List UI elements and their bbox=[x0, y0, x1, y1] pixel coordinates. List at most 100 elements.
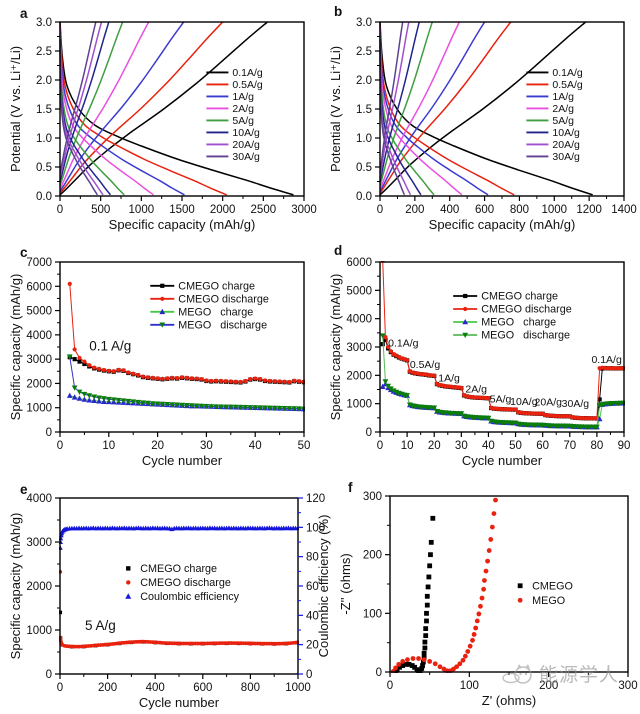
curve-2A/g-charge bbox=[59, 21, 150, 190]
annotation: 20A/g bbox=[535, 396, 563, 408]
legend: CMEGO MEGO bbox=[517, 580, 573, 607]
svg-text:10: 10 bbox=[102, 440, 115, 452]
svg-text:2.0: 2.0 bbox=[36, 75, 52, 87]
legend-label: CMEGO discharge bbox=[140, 577, 231, 589]
legend-label: 0.5A/g bbox=[232, 79, 263, 91]
svg-text:0: 0 bbox=[366, 427, 372, 439]
legend-label: 1A/g bbox=[232, 91, 254, 103]
series-cmego bbox=[393, 515, 436, 673]
svg-text:1.0: 1.0 bbox=[36, 133, 52, 145]
annotation: 0.1 A/g bbox=[89, 339, 131, 354]
curve-20A/g-charge bbox=[379, 21, 410, 178]
legend-label: 30A/g bbox=[232, 151, 260, 163]
svg-text:30: 30 bbox=[200, 440, 213, 452]
svg-text:2.5: 2.5 bbox=[356, 46, 372, 58]
y-axis-label: Specific capacity (mAh/g) bbox=[8, 513, 23, 660]
curve-1A/g-charge bbox=[59, 21, 185, 192]
curve-20A/g-charge bbox=[59, 21, 103, 178]
plot-area-e bbox=[59, 525, 299, 649]
svg-text:200: 200 bbox=[539, 680, 558, 692]
svg-text:1.5: 1.5 bbox=[36, 104, 52, 116]
curve-5A/g-charge bbox=[379, 21, 434, 186]
svg-text:30: 30 bbox=[455, 440, 468, 452]
svg-text:40: 40 bbox=[306, 610, 319, 622]
svg-text:3000: 3000 bbox=[26, 537, 52, 549]
svg-text:0: 0 bbox=[387, 680, 393, 692]
annotation: 2A/g bbox=[465, 384, 487, 396]
legend-label: MEGO bbox=[532, 595, 565, 607]
svg-text:80: 80 bbox=[590, 440, 603, 452]
panel-f: 0 100 200 300 0 100 200 300 Z' (ohms) -Z'' (ohms)… bbox=[334, 478, 638, 714]
curve-5A/g-charge bbox=[59, 21, 124, 186]
svg-text:0.0: 0.0 bbox=[356, 191, 372, 203]
svg-text:50: 50 bbox=[509, 440, 522, 452]
svg-text:2000: 2000 bbox=[26, 378, 52, 390]
curve-30A/g-charge bbox=[59, 21, 97, 173]
legend-label: 2A/g bbox=[552, 103, 574, 115]
svg-text:10: 10 bbox=[401, 440, 414, 452]
chart-b: 0 200 400 600 800 1000 1200 1400 0.0 0.5 1.0 1.5 2.0… bbox=[328, 4, 637, 232]
curve-10A/g-charge bbox=[379, 21, 420, 182]
annotation: 0.1A/g bbox=[388, 337, 419, 349]
svg-text:0.0: 0.0 bbox=[36, 191, 52, 203]
svg-text:40: 40 bbox=[482, 440, 495, 452]
annotation: 1A/g bbox=[438, 373, 460, 385]
legend-label: 1A/g bbox=[552, 91, 574, 103]
series-cmego-discharge bbox=[59, 570, 299, 649]
svg-text:200: 200 bbox=[405, 204, 424, 216]
svg-text:2.0: 2.0 bbox=[356, 75, 372, 87]
legend-label: 5A/g bbox=[232, 115, 254, 127]
svg-text:0: 0 bbox=[57, 440, 63, 452]
svg-text:3000: 3000 bbox=[346, 342, 372, 354]
legend-label: 2A/g bbox=[232, 103, 254, 115]
svg-text:400: 400 bbox=[146, 682, 165, 694]
svg-text:3000: 3000 bbox=[26, 354, 52, 366]
svg-text:1000: 1000 bbox=[129, 204, 155, 216]
curve-1A/g-discharge bbox=[379, 24, 489, 196]
curve-30A/g-charge bbox=[379, 21, 404, 173]
svg-text:100: 100 bbox=[460, 680, 479, 692]
panel-letter: e bbox=[20, 482, 28, 497]
svg-text:5000: 5000 bbox=[26, 306, 52, 318]
svg-text:2000: 2000 bbox=[210, 204, 236, 216]
annotation: 5A/g bbox=[490, 394, 512, 406]
svg-text:3000: 3000 bbox=[291, 204, 317, 216]
legend-label: MEGO charge bbox=[481, 317, 556, 329]
curve-2A/g-charge bbox=[379, 21, 460, 190]
x-axis-label: Cycle number bbox=[139, 695, 220, 710]
svg-text:0: 0 bbox=[57, 204, 63, 216]
series-mego bbox=[390, 497, 498, 673]
x-axis-label: Specific capacity (mAh/g) bbox=[109, 217, 256, 232]
svg-text:1.0: 1.0 bbox=[356, 133, 372, 145]
svg-text:4000: 4000 bbox=[26, 330, 52, 342]
legend-label: CMEGO bbox=[532, 580, 573, 592]
curve-10A/g-charge bbox=[59, 21, 110, 182]
svg-text:100: 100 bbox=[306, 522, 325, 534]
svg-text:300: 300 bbox=[618, 680, 637, 692]
chart-c: 0 10 20 30 40 50 0 1000 2000 3000 4000 5000 6000 7000… bbox=[8, 245, 310, 468]
plot-frame bbox=[379, 21, 625, 197]
panel-letter: f bbox=[348, 480, 353, 495]
svg-text:20: 20 bbox=[151, 440, 164, 452]
svg-text:2.5: 2.5 bbox=[36, 46, 52, 58]
svg-text:90: 90 bbox=[618, 440, 631, 452]
svg-text:0: 0 bbox=[46, 669, 52, 681]
curve-0.5A/g-charge bbox=[379, 21, 512, 194]
svg-text:60: 60 bbox=[536, 440, 549, 452]
y-axis-label: Specific capacity (mAh/g) bbox=[8, 274, 23, 421]
legend-label: MEGO charge bbox=[178, 306, 253, 318]
svg-text:4000: 4000 bbox=[346, 314, 372, 326]
curve-0.1A/g-charge bbox=[379, 21, 587, 196]
svg-text:800: 800 bbox=[241, 682, 260, 694]
svg-text:5000: 5000 bbox=[346, 285, 372, 297]
plot-frame bbox=[59, 21, 305, 197]
chart-d: 0 10 20 30 40 50 60 70 80 90 0 1000 2000 3000 4000 5000… bbox=[328, 243, 631, 468]
svg-text:0: 0 bbox=[377, 204, 383, 216]
svg-text:40: 40 bbox=[249, 440, 262, 452]
y-axis-label: Potential (V vs. Li⁺/Li) bbox=[328, 46, 343, 172]
